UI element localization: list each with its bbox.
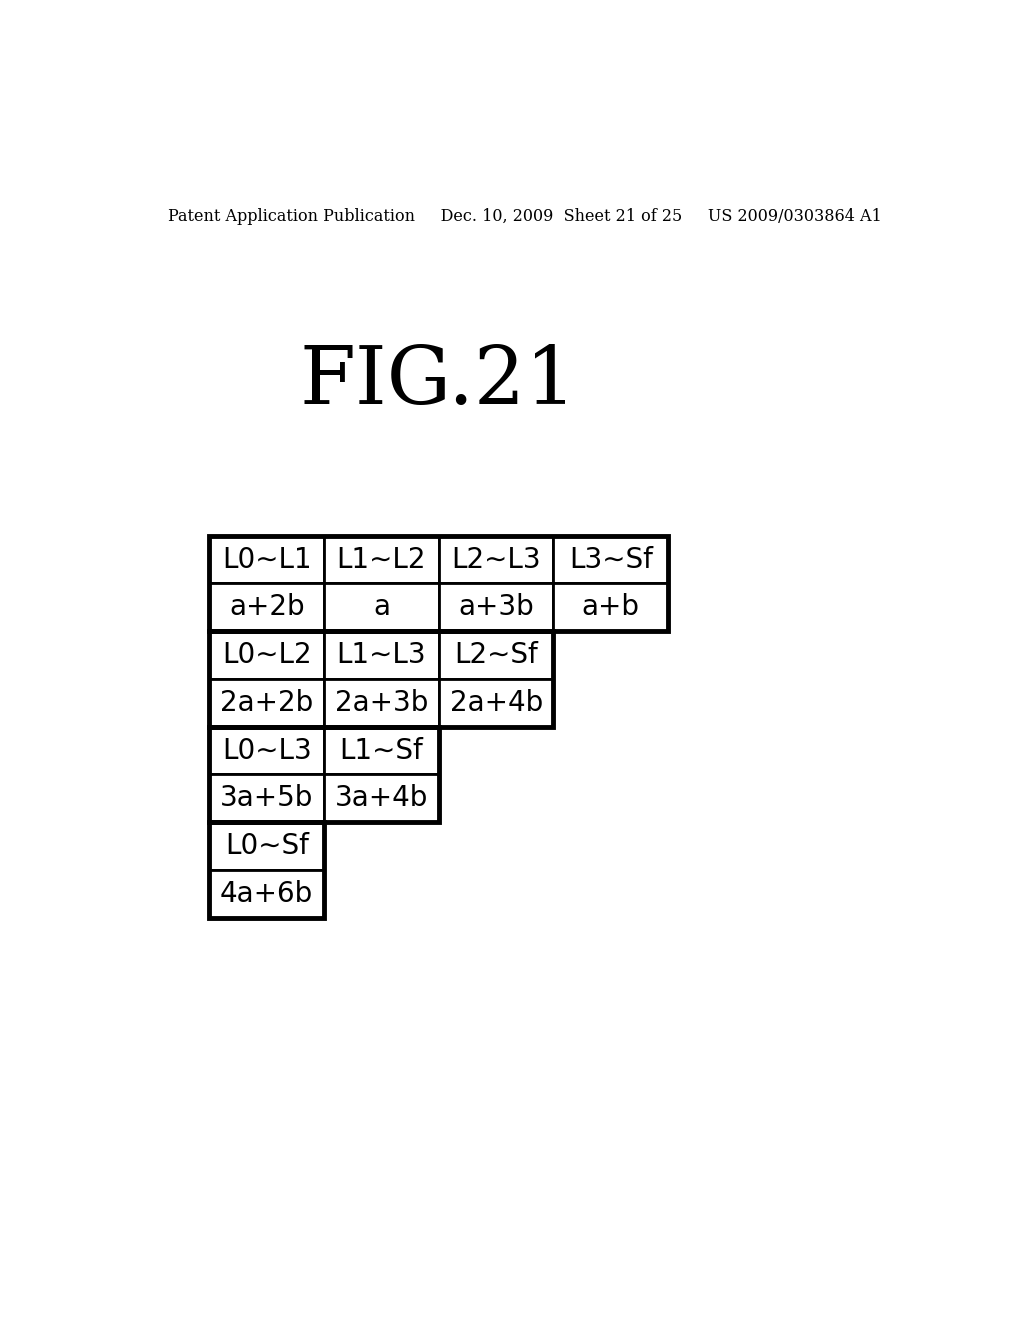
Bar [209,631,554,726]
Bar [324,726,438,775]
Bar [209,822,324,870]
Text: L2∼L3: L2∼L3 [452,545,541,574]
Text: L0∼L3: L0∼L3 [222,737,311,764]
Bar [209,822,324,917]
Text: a+2b: a+2b [229,593,304,622]
Text: L0∼L2: L0∼L2 [222,642,311,669]
Bar [324,583,438,631]
Text: FIG.21: FIG.21 [299,343,577,421]
Text: a: a [373,593,390,622]
Bar [324,775,438,822]
Bar [324,536,438,583]
Bar [324,631,438,678]
Text: 4a+6b: 4a+6b [220,879,313,908]
Bar [554,536,669,583]
Text: L3∼Sf: L3∼Sf [569,545,652,574]
Text: L0∼Sf: L0∼Sf [225,832,308,861]
Bar [209,726,438,822]
Bar [324,678,438,726]
Text: L2∼Sf: L2∼Sf [455,642,538,669]
Bar [209,583,324,631]
Bar [438,678,554,726]
Bar [209,536,669,631]
Text: a+b: a+b [582,593,640,622]
Text: 3a+5b: 3a+5b [220,784,313,812]
Bar [438,631,554,678]
Text: 2a+2b: 2a+2b [220,689,313,717]
Bar [209,631,324,678]
Bar [554,583,669,631]
Text: 2a+3b: 2a+3b [335,689,428,717]
Bar [438,583,554,631]
Text: Patent Application Publication     Dec. 10, 2009  Sheet 21 of 25     US 2009/030: Patent Application Publication Dec. 10, … [168,207,882,224]
Bar [209,536,324,583]
Text: L1∼Sf: L1∼Sf [340,737,423,764]
Text: 2a+4b: 2a+4b [450,689,543,717]
Text: L1∼L2: L1∼L2 [337,545,426,574]
Text: L1∼L3: L1∼L3 [337,642,426,669]
Text: L0∼L1: L0∼L1 [222,545,311,574]
Bar [209,726,324,775]
Bar [209,678,324,726]
Text: a+3b: a+3b [459,593,534,622]
Text: 3a+4b: 3a+4b [335,784,428,812]
Bar [209,775,324,822]
Bar [209,870,324,917]
Bar [438,536,554,583]
